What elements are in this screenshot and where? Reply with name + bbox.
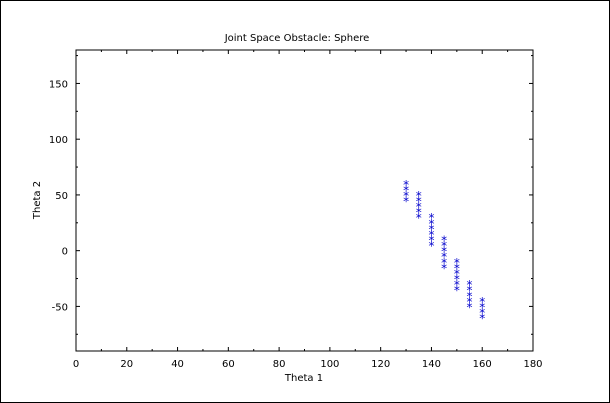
y-axis-label: Theta 2 [32,181,43,220]
x-tick-label: 40 [171,359,184,370]
data-point: * [415,211,422,225]
x-tick-label: 120 [371,359,390,370]
data-point: * [441,261,448,275]
x-tick-label: 180 [523,359,542,370]
data-point: * [402,183,409,197]
data-point: * [466,278,473,292]
data-point: * [441,250,448,264]
data-point: * [453,256,460,270]
x-tick-label: 100 [320,359,339,370]
data-point: * [441,234,448,248]
data-point: * [466,289,473,303]
data-point: * [453,278,460,292]
data-point: * [428,222,435,236]
x-tick-label: 140 [422,359,441,370]
data-point: * [453,273,460,287]
data-point: * [479,295,486,309]
data-point: * [466,284,473,298]
data-point: * [479,306,486,320]
y-tick-label: 100 [49,135,68,146]
x-tick-label: 20 [120,359,133,370]
data-point: * [415,200,422,214]
x-axis: 0 20 40 60 80 100 120 140 160 180 [73,50,543,370]
data-point: * [479,312,486,326]
data-point: * [402,178,409,192]
data-point: * [453,284,460,298]
data-point: * [428,228,435,242]
data-point: * [402,195,409,209]
x-tick-label: 160 [473,359,492,370]
x-axis-label: Theta 1 [284,373,323,384]
y-tick-label: 50 [55,191,68,202]
data-point: * [441,245,448,259]
x-tick-label: 0 [73,359,79,370]
y-tick-label: 150 [49,79,68,90]
data-point: * [441,256,448,270]
data-points: **** ***** ****** ****** ****** ***** **** [402,178,485,326]
data-point: * [428,239,435,253]
y-axis: -50 0 50 100 150 [49,55,533,335]
data-point: * [402,189,409,203]
y-tick-label: 0 [62,247,68,258]
data-point: * [453,261,460,275]
data-point: * [466,300,473,314]
data-point: * [428,234,435,248]
x-tick-label: 60 [222,359,235,370]
data-point: * [415,195,422,209]
plot-area [75,49,534,352]
data-point: * [428,211,435,225]
data-point: * [415,189,422,203]
data-point: * [479,300,486,314]
data-point: * [441,239,448,253]
y-tick-label: -50 [52,302,68,313]
data-point: * [453,267,460,281]
data-point: * [415,206,422,220]
chart-title: Joint Space Obstacle: Sphere [224,33,370,44]
data-point: * [466,295,473,309]
x-tick-label: 80 [273,359,286,370]
data-point: * [428,217,435,231]
